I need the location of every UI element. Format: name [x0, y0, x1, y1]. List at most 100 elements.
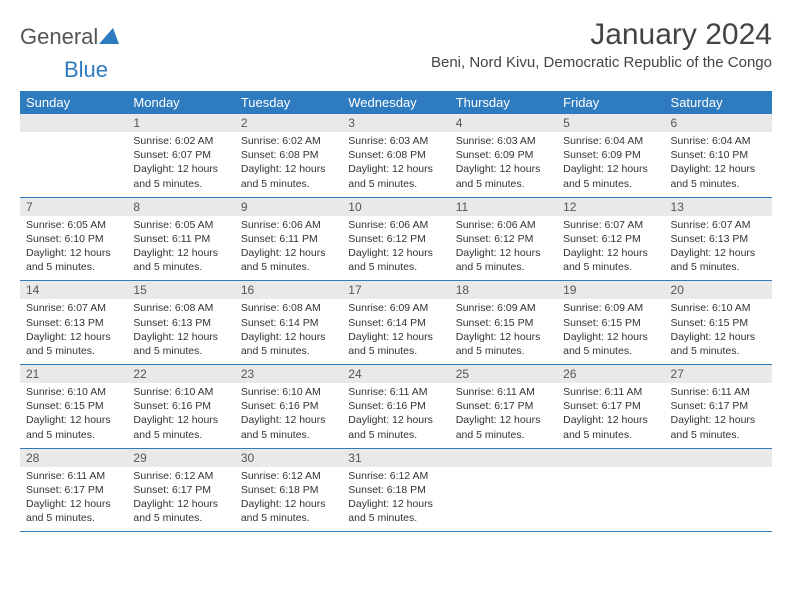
day-number: 15 — [127, 281, 234, 299]
day-cell: 28Sunrise: 6:11 AMSunset: 6:17 PMDayligh… — [20, 448, 127, 532]
sunset-line: Sunset: 6:13 PM — [133, 316, 228, 330]
day-cell: 26 Sunrise: 6:11 AMSunset: 6:17 PMDayligh… — [557, 365, 664, 449]
day-cell: 4Sunrise: 6:03 AMSunset: 6:09 PMDaylight… — [450, 114, 557, 197]
sunrise-line: Sunrise: 6:12 AM — [133, 469, 228, 483]
sunrise-line: Sunrise: 6:08 AM — [133, 301, 228, 315]
sunset-line: Sunset: 6:12 PM — [563, 232, 658, 246]
sunrise-line: Sunrise: 6:11 AM — [671, 385, 766, 399]
day-cell: 25Sunrise: 6:11 AMSunset: 6:17 PMDayligh… — [450, 365, 557, 449]
day-info: Sunrise: 6:06 AMSunset: 6:12 PMDaylight:… — [342, 216, 449, 281]
sunrise-line: Sunrise: 6:09 AM — [456, 301, 551, 315]
sunrise-line: Sunrise: 6:03 AM — [456, 134, 551, 148]
day-info: Sunrise: 6:10 AMSunset: 6:16 PMDaylight:… — [127, 383, 234, 448]
sunrise-line: Sunrise: 6:10 AM — [133, 385, 228, 399]
sunset-line: Sunset: 6:16 PM — [133, 399, 228, 413]
daylight-line: Daylight: 12 hours and 5 minutes. — [671, 330, 766, 358]
sunset-line: Sunset: 6:12 PM — [348, 232, 443, 246]
week-row: 1Sunrise: 6:02 AMSunset: 6:07 PMDaylight… — [20, 114, 772, 197]
day-cell: 13Sunrise: 6:07 AMSunset: 6:13 PMDayligh… — [665, 197, 772, 281]
sunset-line: Sunset: 6:14 PM — [241, 316, 336, 330]
day-info — [20, 132, 127, 190]
day-number: 30 — [235, 449, 342, 467]
sunset-line: Sunset: 6:17 PM — [456, 399, 551, 413]
day-info: Sunrise: 6:09 AMSunset: 6:15 PMDaylight:… — [450, 299, 557, 364]
day-number: 12 — [557, 198, 664, 216]
dayname-wednesday: Wednesday — [342, 91, 449, 114]
daylight-line: Daylight: 12 hours and 5 minutes. — [456, 330, 551, 358]
week-row: 28Sunrise: 6:11 AMSunset: 6:17 PMDayligh… — [20, 448, 772, 532]
sunrise-line: Sunrise: 6:11 AM — [348, 385, 443, 399]
day-number: 19 — [557, 281, 664, 299]
sunrise-line: Sunrise: 6:10 AM — [671, 301, 766, 315]
day-number: 2 — [235, 114, 342, 132]
day-cell: 30Sunrise: 6:12 AMSunset: 6:18 PMDayligh… — [235, 448, 342, 532]
day-number — [450, 449, 557, 467]
sunset-line: Sunset: 6:10 PM — [26, 232, 121, 246]
calendar-body: 1Sunrise: 6:02 AMSunset: 6:07 PMDaylight… — [20, 114, 772, 532]
week-row: 7Sunrise: 6:05 AMSunset: 6:10 PMDaylight… — [20, 197, 772, 281]
day-number: 27 — [665, 365, 772, 383]
day-info: Sunrise: 6:11 AMSunset: 6:17 PMDaylight:… — [450, 383, 557, 448]
daylight-line: Daylight: 12 hours and 5 minutes. — [133, 497, 228, 525]
daylight-line: Daylight: 12 hours and 5 minutes. — [241, 246, 336, 274]
daylight-line: Daylight: 12 hours and 5 minutes. — [563, 162, 658, 190]
day-info: Sunrise: 6:09 AMSunset: 6:14 PMDaylight:… — [342, 299, 449, 364]
day-cell: 19Sunrise: 6:09 AMSunset: 6:15 PMDayligh… — [557, 281, 664, 365]
day-number: 29 — [127, 449, 234, 467]
daylight-line: Daylight: 12 hours and 5 minutes. — [456, 246, 551, 274]
daylight-line: Daylight: 12 hours and 5 minutes. — [241, 497, 336, 525]
day-cell: 2Sunrise: 6:02 AMSunset: 6:08 PMDaylight… — [235, 114, 342, 197]
day-number: 21 — [20, 365, 127, 383]
day-info: Sunrise: 6:10 AMSunset: 6:15 PMDaylight:… — [20, 383, 127, 448]
day-number: 5 — [557, 114, 664, 132]
day-number: 26 — [557, 365, 664, 383]
empty-cell — [665, 448, 772, 532]
day-info: Sunrise: 6:09 AMSunset: 6:15 PMDaylight:… — [557, 299, 664, 364]
sunset-line: Sunset: 6:17 PM — [563, 399, 658, 413]
day-number: 23 — [235, 365, 342, 383]
sunrise-line: Sunrise: 6:07 AM — [563, 218, 658, 232]
day-number — [665, 449, 772, 467]
day-info: Sunrise: 6:06 AMSunset: 6:12 PMDaylight:… — [450, 216, 557, 281]
day-info: Sunrise: 6:02 AMSunset: 6:08 PMDaylight:… — [235, 132, 342, 197]
sunset-line: Sunset: 6:13 PM — [26, 316, 121, 330]
day-info: Sunrise: 6:12 AMSunset: 6:17 PMDaylight:… — [127, 467, 234, 532]
day-number: 20 — [665, 281, 772, 299]
day-cell: 11Sunrise: 6:06 AMSunset: 6:12 PMDayligh… — [450, 197, 557, 281]
sunset-line: Sunset: 6:08 PM — [348, 148, 443, 162]
daylight-line: Daylight: 12 hours and 5 minutes. — [671, 162, 766, 190]
day-number: 9 — [235, 198, 342, 216]
day-cell: 16Sunrise: 6:08 AMSunset: 6:14 PMDayligh… — [235, 281, 342, 365]
sunrise-line: Sunrise: 6:11 AM — [456, 385, 551, 399]
day-cell: 17Sunrise: 6:09 AMSunset: 6:14 PMDayligh… — [342, 281, 449, 365]
day-info — [450, 467, 557, 525]
day-cell: 23Sunrise: 6:10 AMSunset: 6:16 PMDayligh… — [235, 365, 342, 449]
sunset-line: Sunset: 6:17 PM — [133, 483, 228, 497]
daylight-line: Daylight: 12 hours and 5 minutes. — [348, 330, 443, 358]
day-number: 22 — [127, 365, 234, 383]
day-number: 28 — [20, 449, 127, 467]
dayname-row: SundayMondayTuesdayWednesdayThursdayFrid… — [20, 91, 772, 114]
daylight-line: Daylight: 12 hours and 5 minutes. — [348, 162, 443, 190]
sunset-line: Sunset: 6:17 PM — [671, 399, 766, 413]
sunrise-line: Sunrise: 6:07 AM — [671, 218, 766, 232]
day-info: Sunrise: 6:03 AMSunset: 6:08 PMDaylight:… — [342, 132, 449, 197]
daylight-line: Daylight: 12 hours and 5 minutes. — [348, 246, 443, 274]
sunrise-line: Sunrise: 6:04 AM — [563, 134, 658, 148]
day-info: Sunrise: 6:11 AMSunset: 6:17 PMDaylight:… — [665, 383, 772, 448]
dayname-tuesday: Tuesday — [235, 91, 342, 114]
daylight-line: Daylight: 12 hours and 5 minutes. — [133, 162, 228, 190]
logo-text-blue: Blue — [64, 57, 108, 82]
daylight-line: Daylight: 12 hours and 5 minutes. — [241, 162, 336, 190]
day-number: 10 — [342, 198, 449, 216]
day-info: Sunrise: 6:03 AMSunset: 6:09 PMDaylight:… — [450, 132, 557, 197]
daylight-line: Daylight: 12 hours and 5 minutes. — [563, 413, 658, 441]
day-info: Sunrise: 6:10 AMSunset: 6:16 PMDaylight:… — [235, 383, 342, 448]
day-info: Sunrise: 6:04 AMSunset: 6:09 PMDaylight:… — [557, 132, 664, 197]
dayname-sunday: Sunday — [20, 91, 127, 114]
logo-triangle-icon — [99, 24, 119, 50]
sunrise-line: Sunrise: 6:11 AM — [563, 385, 658, 399]
day-number: 4 — [450, 114, 557, 132]
day-cell: 31Sunrise: 6:12 AMSunset: 6:18 PMDayligh… — [342, 448, 449, 532]
day-cell: 12Sunrise: 6:07 AMSunset: 6:12 PMDayligh… — [557, 197, 664, 281]
